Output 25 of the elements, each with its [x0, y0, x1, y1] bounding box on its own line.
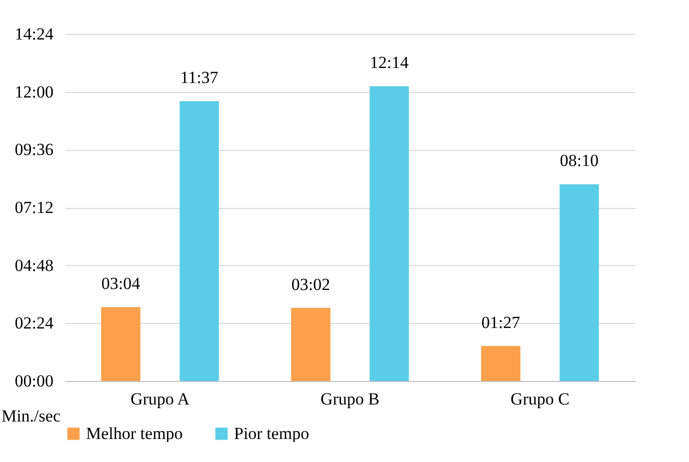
y-axis-title: Min./sec	[1, 406, 61, 426]
legend-label: Pior tempo	[234, 424, 310, 443]
legend-label: Melhor tempo	[86, 424, 183, 443]
y-tick-label: 04:48	[14, 256, 54, 275]
bar	[101, 307, 140, 381]
data-label: 12:14	[370, 53, 410, 72]
x-tick-label: Grupo B	[320, 390, 380, 408]
y-tick-label: 14:24	[14, 24, 54, 44]
data-label: 08:10	[560, 151, 599, 170]
y-tick-label: 12:00	[14, 82, 54, 102]
data-label: 03:04	[101, 274, 141, 294]
y-tick-label: 00:00	[14, 372, 54, 390]
data-label: 11:37	[180, 68, 219, 88]
y-tick-label: 02:24	[14, 314, 54, 333]
y-tick-label: 07:12	[14, 198, 54, 217]
bar	[180, 101, 219, 381]
y-tick-label: 09:36	[14, 140, 54, 160]
bar	[560, 184, 599, 381]
bar	[370, 86, 409, 381]
x-tick-label: Grupo C	[510, 390, 570, 408]
x-tick-label: Grupo A	[130, 390, 190, 408]
bar	[291, 308, 330, 381]
bar	[481, 346, 520, 381]
data-label: 03:02	[291, 274, 330, 294]
data-label: 01:27	[481, 313, 521, 332]
